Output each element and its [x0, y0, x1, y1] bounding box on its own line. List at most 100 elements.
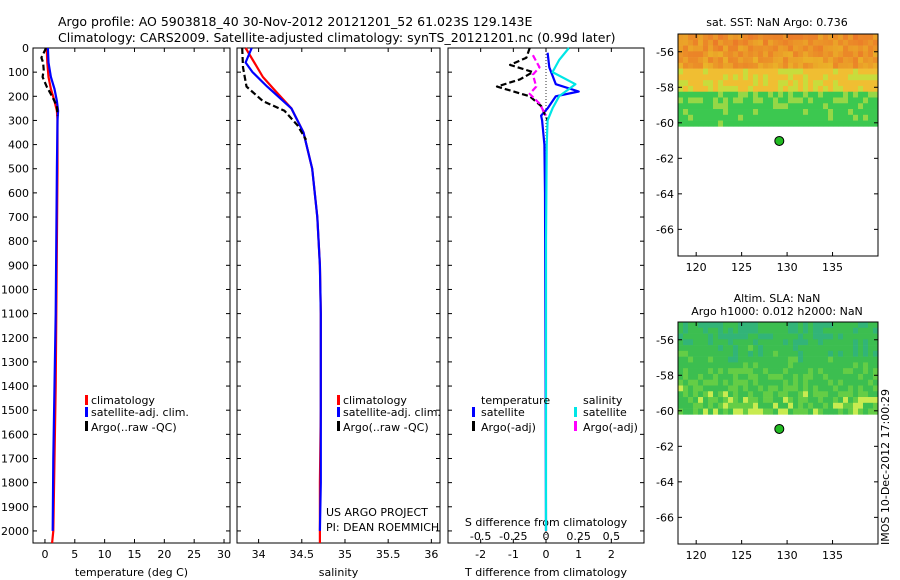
map-cell	[683, 333, 689, 340]
map-cell	[678, 339, 684, 346]
map-cell	[833, 397, 839, 404]
map-cell	[798, 397, 804, 404]
y-tick-label: 200	[8, 90, 29, 103]
map-cell	[823, 62, 829, 69]
map-cell	[868, 91, 874, 98]
map-cell	[703, 120, 709, 127]
map-cell	[738, 402, 744, 409]
map-cell	[823, 97, 829, 104]
x-tick-label: 1	[575, 548, 582, 561]
map-cell	[823, 397, 829, 404]
map-cell	[748, 402, 754, 409]
map-cell	[843, 91, 849, 98]
map-cell	[788, 103, 794, 110]
map-cell	[698, 45, 704, 52]
map-cell	[738, 345, 744, 352]
map-cell	[758, 68, 764, 75]
map-cell	[738, 373, 744, 381]
map-cell	[698, 368, 704, 375]
x-tick-label: 35	[338, 548, 352, 561]
map-cell	[678, 103, 684, 110]
map-cell	[773, 379, 779, 386]
map-cell	[733, 408, 739, 415]
map-cell	[773, 114, 779, 121]
map-cell	[788, 57, 794, 64]
map-cell	[678, 368, 684, 375]
map-cell	[783, 385, 789, 392]
y-tick-label: -62	[656, 152, 674, 165]
map-cell	[788, 68, 794, 75]
map-cell	[728, 333, 734, 340]
map-cell	[733, 327, 739, 334]
map-cell	[718, 333, 724, 340]
map-cell	[843, 74, 849, 81]
map-cell	[708, 379, 714, 386]
map-cell	[818, 362, 824, 369]
map-cell	[863, 391, 869, 398]
map-cell	[853, 80, 859, 87]
map-cell	[808, 80, 814, 87]
map-cell	[818, 385, 824, 392]
map-cell	[828, 39, 834, 46]
map-cell	[768, 85, 774, 93]
map-cell	[748, 120, 754, 127]
map-cell	[693, 91, 699, 98]
map-cell	[683, 408, 689, 415]
map-cell	[738, 109, 744, 116]
map-cell	[868, 74, 874, 81]
map-cell	[848, 74, 854, 81]
y-tick-label: 800	[8, 235, 29, 248]
map-cell	[683, 39, 689, 46]
map-cell	[718, 373, 724, 381]
map-cell	[823, 402, 829, 409]
map-cell	[693, 368, 699, 375]
map-cell	[868, 109, 874, 116]
map-cell	[688, 109, 694, 116]
map-cell	[708, 34, 714, 41]
map-cell	[748, 109, 754, 116]
map-cell	[848, 379, 854, 386]
map-cell	[728, 34, 734, 41]
map-cell	[728, 345, 734, 352]
map-cell	[723, 120, 729, 127]
map-cell	[823, 373, 829, 381]
map-cell	[678, 362, 684, 369]
map-cell	[828, 368, 834, 375]
map-cell	[783, 397, 789, 404]
map-cell	[828, 51, 834, 58]
map-cell	[763, 408, 769, 415]
map-cell	[718, 97, 724, 104]
map-cell	[853, 91, 859, 98]
map-cell	[828, 80, 834, 87]
map-cell	[768, 74, 774, 81]
map-cell	[873, 34, 879, 41]
map-cell	[778, 322, 784, 329]
map-cell	[678, 114, 684, 121]
map-cell	[783, 34, 789, 41]
map-cell	[708, 74, 714, 81]
map-cell	[763, 62, 769, 69]
map-cell	[863, 339, 869, 346]
map-cell	[733, 51, 739, 58]
map-cell	[853, 74, 859, 81]
map-cell	[728, 408, 734, 415]
x-tick-label: 35.5	[376, 548, 401, 561]
map-cell	[718, 408, 724, 415]
map-cell	[798, 379, 804, 386]
map-cell	[698, 385, 704, 392]
map-cell	[873, 385, 879, 392]
map-cell	[753, 345, 759, 352]
map-cell	[773, 85, 779, 93]
map-cell	[853, 57, 859, 64]
map-cell	[828, 109, 834, 116]
map-cell	[868, 97, 874, 104]
map-cell	[738, 34, 744, 41]
map-cell	[858, 408, 864, 415]
map-cell	[723, 385, 729, 392]
map-cell	[763, 333, 769, 340]
legend-argo: Argo(..raw -QC)	[91, 421, 177, 434]
map-cell	[803, 120, 809, 127]
map-cell	[863, 345, 869, 352]
map-cell	[788, 51, 794, 58]
map-cell	[743, 339, 749, 346]
